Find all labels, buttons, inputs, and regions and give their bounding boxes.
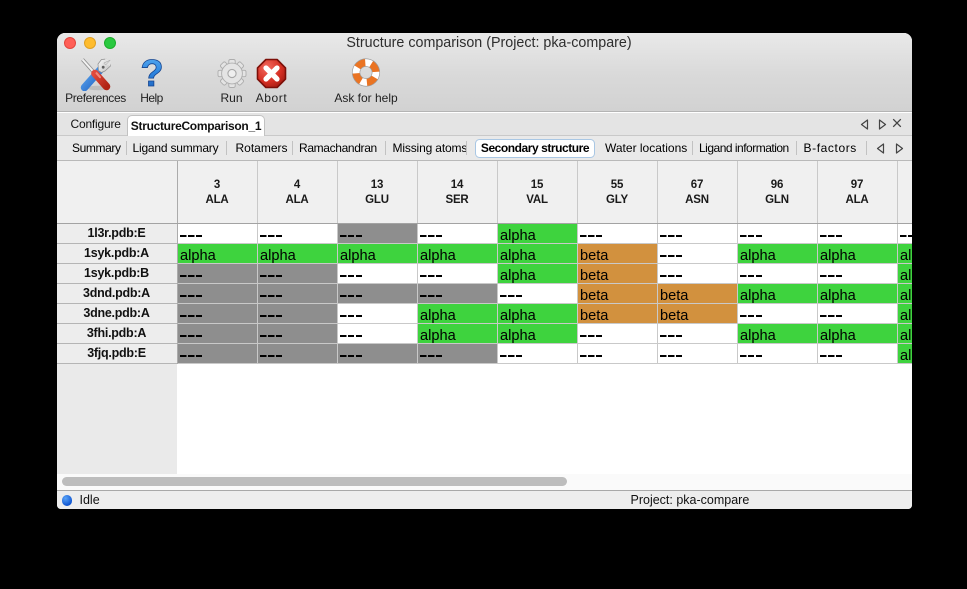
svg-text:?: ? — [140, 57, 163, 90]
